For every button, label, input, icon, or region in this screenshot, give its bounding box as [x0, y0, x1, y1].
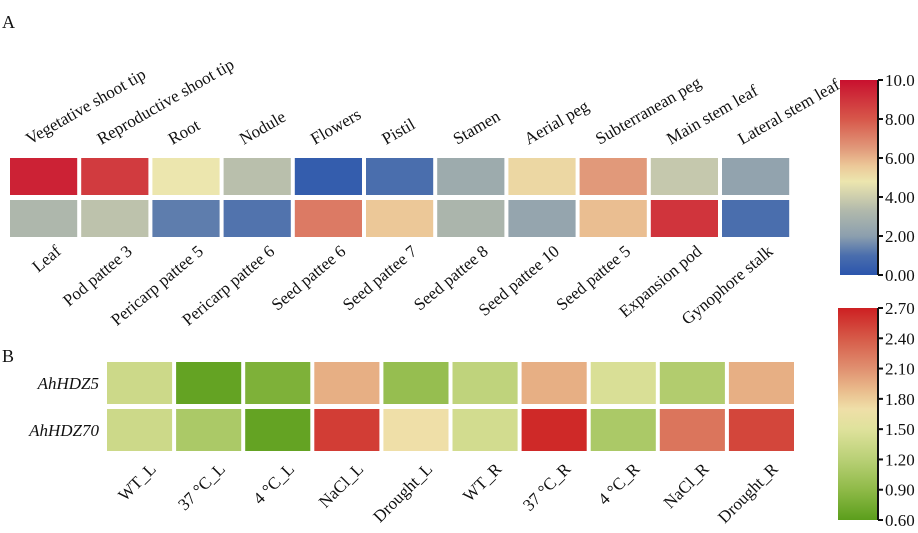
column-label: Drought_L	[369, 459, 436, 526]
heatmap-cell	[728, 362, 794, 404]
column-label-top: Stamen	[450, 106, 504, 148]
heatmap-cell	[521, 409, 587, 451]
heatmap-cell	[521, 362, 587, 404]
column-label-top: Vegetative shoot tip	[23, 64, 149, 148]
colorbar-tick-label: 1.20	[885, 450, 915, 469]
colorbar-tick-label: 2.00	[885, 227, 915, 246]
colorbar-tick-label: 8.00	[885, 110, 915, 129]
colorbar-tick-label: 0.00	[885, 266, 915, 285]
heatmap-cell	[245, 362, 311, 404]
heatmap-cell	[722, 158, 790, 195]
heatmap-cell	[366, 158, 434, 195]
heatmap-cell	[81, 200, 149, 237]
heatmap-cell	[10, 200, 78, 237]
column-label-top: Flowers	[307, 105, 364, 149]
heatmap-cell	[245, 409, 311, 451]
heatmap-cell	[176, 362, 242, 404]
heatmap-cell	[223, 200, 291, 237]
column-label: 4 °C_R	[594, 459, 644, 509]
column-label: NaCl_R	[660, 459, 713, 512]
column-label: Drought_R	[714, 459, 782, 527]
heatmap-cell	[437, 158, 505, 195]
heatmap-cell	[152, 200, 220, 237]
colorbar-a: 0.00 2.00 4.00 6.00 8.00 10.0	[840, 71, 915, 285]
column-label-top: Aerial peg	[521, 96, 593, 148]
column-label: WT_R	[459, 459, 506, 506]
heatmap-cell	[152, 158, 220, 195]
heatmap-cell	[579, 158, 647, 195]
heatmap-cell	[383, 409, 449, 451]
heatmap-cell	[366, 200, 434, 237]
heatmap-cell	[659, 409, 725, 451]
colorbar-gradient	[840, 80, 877, 275]
colorbar-tick-label: 4.00	[885, 188, 915, 207]
column-label: 37 °C_L	[174, 459, 229, 514]
heatmap-cell	[650, 200, 718, 237]
heatmap-cell	[314, 409, 380, 451]
row-label: AhHDZ70	[28, 421, 99, 440]
heatmap-cell	[728, 409, 794, 451]
column-label: 4 °C_L	[249, 459, 298, 508]
heatmap-cell	[294, 200, 362, 237]
column-label-bottom: Seed pattee 6	[268, 242, 350, 315]
panel-b-label: B	[2, 346, 14, 366]
row-label: AhHDZ5	[37, 374, 99, 393]
colorbar-tick-label: 2.70	[885, 299, 915, 318]
heatmap-cell	[590, 362, 656, 404]
colorbar-tick-label: 10.0	[885, 71, 915, 90]
heatmap-cell	[579, 200, 647, 237]
heatmap-cell	[81, 158, 149, 195]
column-label-bottom: Seed pattee 7	[339, 241, 421, 314]
column-label: NaCl_L	[315, 459, 367, 511]
colorbar-gradient	[838, 308, 877, 520]
colorbar-tick-label: 1.50	[885, 420, 915, 439]
column-label-top: Nodule	[236, 107, 289, 148]
heatmap-cell	[294, 158, 362, 195]
colorbar-tick-label: 6.00	[885, 149, 915, 168]
colorbar-tick-label: 0.60	[885, 511, 915, 530]
column-label: 37 °C_R	[519, 459, 575, 515]
colorbar-tick-label: 2.10	[885, 360, 915, 379]
column-label-top: Root	[165, 115, 203, 148]
heatmap-cell	[223, 158, 291, 195]
column-label-top: Pistil	[379, 114, 419, 148]
heatmap-cell	[508, 200, 576, 237]
heatmap-cell	[650, 158, 718, 195]
colorbar-tick-label: 1.80	[885, 390, 915, 409]
column-label: WT_L	[114, 459, 159, 504]
heatmap-cell	[107, 409, 173, 451]
column-label-bottom: Leaf	[29, 241, 65, 276]
heatmap-cell	[590, 409, 656, 451]
colorbar-b: 0.60 0.90 1.20 1.50 1.80 2.10 2.40 2.70	[838, 299, 915, 530]
heatmap-cell	[176, 409, 242, 451]
heatmap-cell	[452, 409, 518, 451]
heatmap-cell	[10, 158, 78, 195]
heatmap-cell	[452, 362, 518, 404]
heatmap-cell	[107, 362, 173, 404]
heatmap-cell	[722, 200, 790, 237]
heatmap-cell	[659, 362, 725, 404]
colorbar-tick-label: 0.90	[885, 481, 915, 500]
heatmap-cell	[314, 362, 380, 404]
panel-a-label: A	[2, 12, 15, 32]
heatmap-cell	[383, 362, 449, 404]
heatmap-cell	[508, 158, 576, 195]
colorbar-tick-label: 2.40	[885, 329, 915, 348]
heatmap-cell	[437, 200, 505, 237]
